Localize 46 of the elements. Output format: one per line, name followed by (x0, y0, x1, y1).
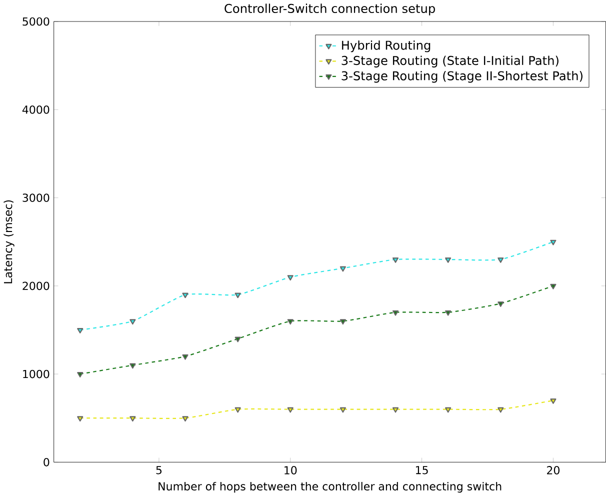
y-tick-label: 1000 (23, 370, 50, 378)
point (340, 407, 346, 413)
point (550, 284, 556, 290)
point (340, 319, 346, 324)
point (498, 301, 504, 307)
y-axis-title: Latency (msec) (4, 200, 14, 284)
point (182, 354, 188, 360)
x-tick-label: 15 (416, 466, 428, 474)
point (130, 416, 136, 422)
legend-label: 3-Stage Routing (Stage II-Shortest Path) (342, 70, 582, 83)
point (130, 363, 136, 368)
y-tick-label: 2000 (22, 282, 50, 290)
point (234, 407, 241, 413)
point (392, 407, 399, 413)
point (445, 310, 452, 316)
point (550, 240, 556, 246)
y-tick-label: 4000 (22, 105, 50, 114)
legend-label: Hybrid Routing (342, 40, 430, 52)
point (287, 274, 294, 280)
legend-label: 3-Stage Routing (State I-Initial Path) (342, 56, 558, 68)
point (182, 292, 188, 298)
point (498, 257, 504, 263)
x-tick-label: 10 (284, 466, 297, 474)
point (445, 257, 452, 263)
x-tick-label: 20 (547, 466, 560, 474)
point (550, 398, 556, 404)
point (287, 407, 294, 413)
point (77, 416, 84, 422)
point (287, 319, 294, 324)
y-tick-label: 0 (44, 458, 50, 466)
point (445, 407, 452, 413)
point (130, 319, 136, 324)
point (77, 372, 84, 378)
point (392, 310, 399, 316)
x-tick-label: 5 (156, 466, 162, 474)
point (392, 257, 399, 263)
point (182, 416, 188, 422)
x-axis-title: Number of hops between the controller and connecting switch (158, 482, 502, 492)
point (234, 292, 241, 298)
point (234, 336, 241, 342)
y-tick-label: 5000 (22, 17, 50, 26)
chart-title: Controller-Switch connection setup (224, 4, 435, 16)
point (498, 407, 504, 413)
y-tick-label: 3000 (22, 193, 50, 202)
point (340, 266, 346, 272)
point (77, 328, 84, 334)
